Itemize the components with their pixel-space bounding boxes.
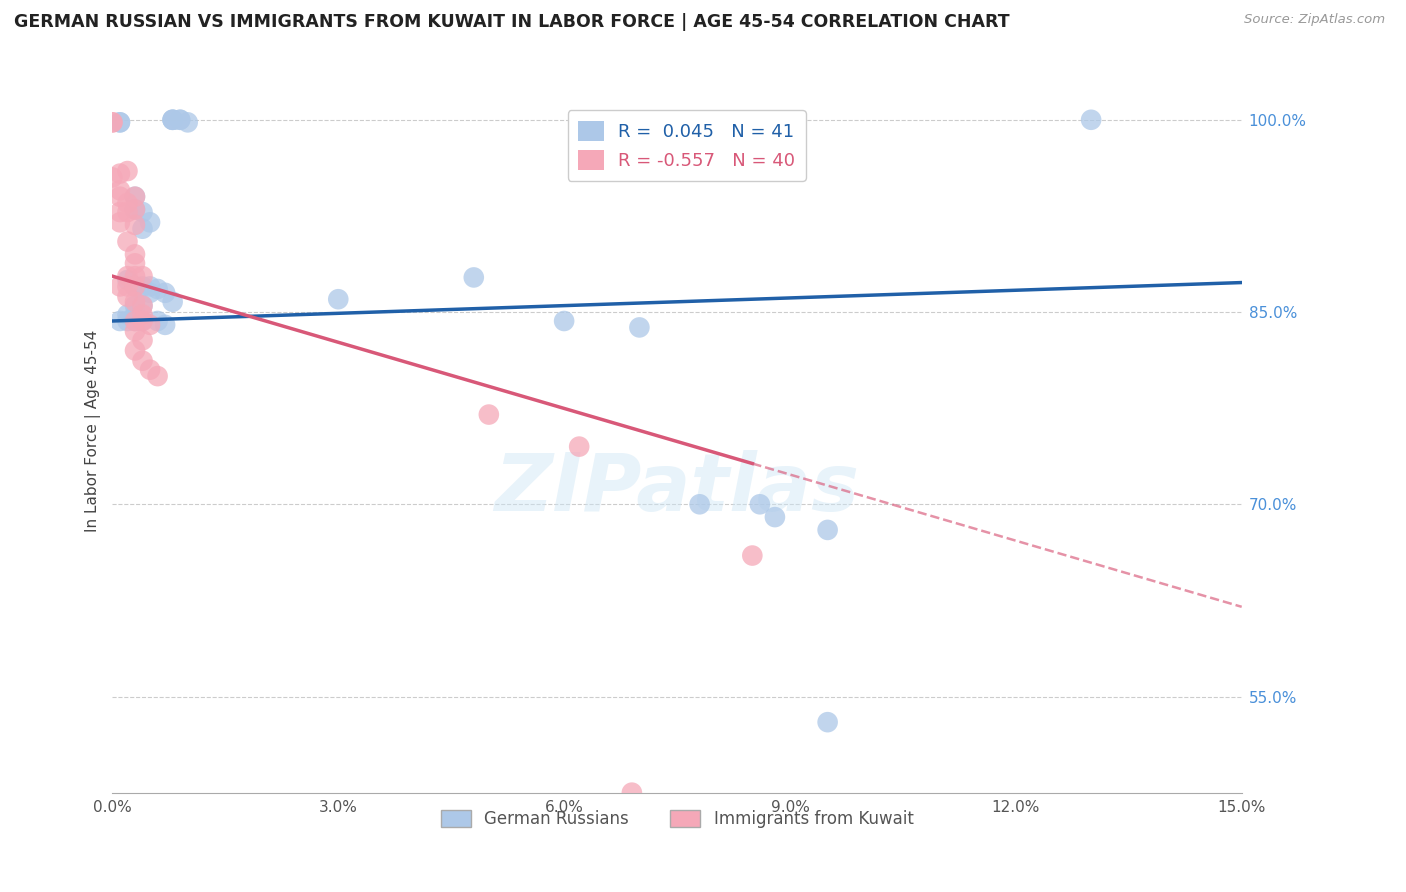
Point [478,408,501,422]
Point [117,164,139,178]
Point [124,279,146,293]
Point [139,285,162,300]
Point [117,269,139,284]
Point [124,324,146,338]
Point [108,215,131,229]
Point [124,269,146,284]
Point [124,314,146,328]
Point [108,279,131,293]
Point [131,221,153,235]
Point [117,290,139,304]
Point [117,235,139,249]
Point [162,112,184,127]
Point [117,314,139,328]
Point [131,299,153,313]
Point [620,786,643,800]
Point [817,523,839,537]
Point [139,362,162,376]
Point [131,333,153,347]
Text: Source: ZipAtlas.com: Source: ZipAtlas.com [1244,13,1385,27]
Point [124,202,146,217]
Point [146,282,169,296]
Point [139,318,162,332]
Point [131,314,153,328]
Point [162,112,184,127]
Point [124,343,146,358]
Point [124,279,146,293]
Text: ZIPatlas: ZIPatlas [495,450,859,527]
Point [131,279,153,293]
Point [108,183,131,197]
Point [124,294,146,309]
Point [131,299,153,313]
Point [131,353,153,368]
Point [124,308,146,322]
Point [146,369,169,384]
Point [169,112,191,127]
Point [463,270,485,285]
Point [748,497,770,511]
Point [101,115,124,129]
Point [117,196,139,211]
Point [153,285,176,300]
Text: GERMAN RUSSIAN VS IMMIGRANTS FROM KUWAIT IN LABOR FORCE | AGE 45-54 CORRELATION : GERMAN RUSSIAN VS IMMIGRANTS FROM KUWAIT… [14,13,1010,31]
Point [108,189,131,203]
Point [117,205,139,219]
Point [162,294,184,309]
Point [108,314,131,328]
Point [117,308,139,322]
Point [124,218,146,232]
Legend: German Russians, Immigrants from Kuwait: German Russians, Immigrants from Kuwait [434,804,920,835]
Point [124,247,146,261]
Point [108,115,131,129]
Point [131,314,153,328]
Y-axis label: In Labor Force | Age 45-54: In Labor Force | Age 45-54 [86,329,101,532]
Point [568,440,591,454]
Point [817,715,839,730]
Point [108,167,131,181]
Point [124,189,146,203]
Point [153,318,176,332]
Point [176,115,198,129]
Point [124,189,146,203]
Point [124,299,146,313]
Point [139,279,162,293]
Point [628,320,651,334]
Point [131,269,153,284]
Point [1080,112,1102,127]
Point [124,256,146,270]
Point [124,314,146,328]
Point [117,279,139,293]
Point [108,205,131,219]
Point [117,273,139,287]
Point [101,115,124,129]
Point [763,510,786,524]
Point [101,170,124,185]
Point [741,549,763,563]
Point [162,112,184,127]
Point [328,292,350,306]
Point [169,112,191,127]
Point [131,308,153,322]
Point [108,115,131,129]
Point [689,497,711,511]
Point [553,314,575,328]
Point [131,205,153,219]
Point [139,215,162,229]
Point [124,202,146,217]
Point [146,314,169,328]
